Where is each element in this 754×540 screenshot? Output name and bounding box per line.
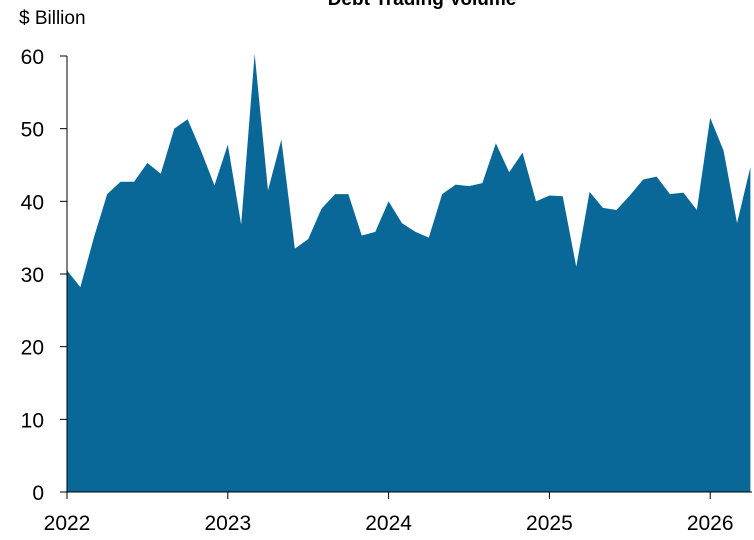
y-tick-label: 40 (21, 191, 44, 214)
y-tick-label: 20 (21, 337, 44, 360)
y-tick-label: 0 (32, 482, 44, 505)
y-tick-label: 50 (21, 119, 44, 142)
y-tick-label: 60 (21, 46, 44, 69)
chart-title: Debt Trading Volume (328, 0, 517, 10)
y-tick-label: 30 (21, 264, 44, 287)
x-tick-label: 2025 (526, 512, 573, 535)
x-tick-label: 2026 (687, 512, 734, 535)
x-tick-label: 2024 (365, 512, 412, 535)
y-axis-label: $ Billion (19, 8, 86, 29)
y-tick-label: 10 (21, 409, 44, 432)
x-tick-label: 2023 (204, 512, 251, 535)
x-tick-label: 2022 (44, 512, 91, 535)
area (67, 53, 751, 492)
